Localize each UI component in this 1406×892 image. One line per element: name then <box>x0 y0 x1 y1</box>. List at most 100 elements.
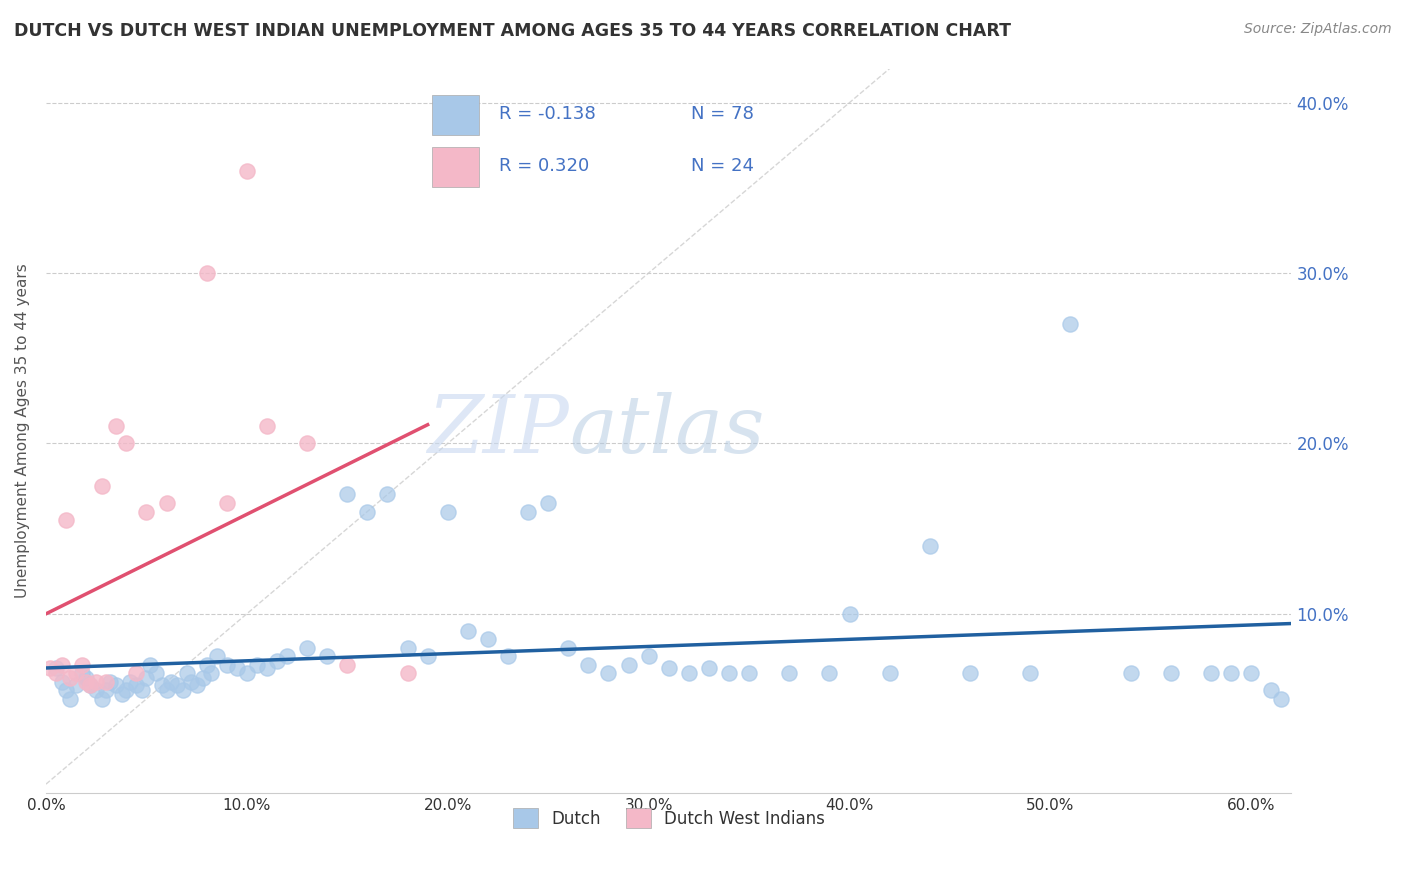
Point <box>1270 692 1292 706</box>
Point <box>105 678 128 692</box>
Point <box>45 661 67 675</box>
Point <box>236 666 259 681</box>
Point <box>738 666 761 681</box>
Point <box>377 487 399 501</box>
Point <box>1220 666 1243 681</box>
Point <box>336 657 359 672</box>
Point <box>697 661 720 675</box>
Text: atlas: atlas <box>569 392 765 469</box>
Point <box>172 683 194 698</box>
Point <box>115 436 138 450</box>
Y-axis label: Unemployment Among Ages 35 to 44 years: Unemployment Among Ages 35 to 44 years <box>15 263 30 598</box>
Point <box>236 163 259 178</box>
Point <box>125 678 148 692</box>
Point <box>55 683 77 698</box>
Point <box>70 666 93 681</box>
Point <box>59 672 82 686</box>
Point <box>457 624 479 638</box>
Point <box>496 649 519 664</box>
Point <box>91 479 114 493</box>
Point <box>918 539 941 553</box>
Point <box>818 666 841 681</box>
Point <box>517 504 540 518</box>
Point <box>59 692 82 706</box>
Point <box>186 678 208 692</box>
Point <box>166 678 188 692</box>
Text: Source: ZipAtlas.com: Source: ZipAtlas.com <box>1244 22 1392 37</box>
Point <box>200 666 222 681</box>
Point <box>191 672 214 686</box>
Point <box>51 674 73 689</box>
Point <box>356 504 378 518</box>
Point <box>396 640 419 655</box>
Point <box>195 266 218 280</box>
Point <box>1160 666 1182 681</box>
Point <box>55 513 77 527</box>
Point <box>336 487 359 501</box>
Point <box>65 666 87 681</box>
Point <box>152 678 174 692</box>
Point <box>79 678 101 692</box>
Point <box>176 666 198 681</box>
Point <box>159 674 181 689</box>
Point <box>215 496 238 510</box>
Legend: Dutch, Dutch West Indians: Dutch, Dutch West Indians <box>506 801 831 835</box>
Point <box>879 666 901 681</box>
Point <box>135 504 157 518</box>
Point <box>75 674 97 689</box>
Point <box>598 666 620 681</box>
Point <box>658 661 681 675</box>
Point <box>1019 666 1042 681</box>
Point <box>256 419 278 434</box>
Point <box>1059 317 1081 331</box>
Point <box>96 674 118 689</box>
Point <box>155 683 177 698</box>
Point <box>1240 666 1263 681</box>
Point <box>316 649 339 664</box>
Point <box>576 657 599 672</box>
Point <box>295 640 318 655</box>
Point <box>246 657 269 672</box>
Point <box>96 683 118 698</box>
Point <box>477 632 499 647</box>
Point <box>959 666 981 681</box>
Point <box>256 661 278 675</box>
Point <box>1119 666 1142 681</box>
Point <box>111 687 134 701</box>
Point <box>180 674 202 689</box>
Point <box>276 649 298 664</box>
Point <box>125 666 148 681</box>
Point <box>637 649 659 664</box>
Point <box>139 657 162 672</box>
Point <box>678 666 700 681</box>
Point <box>557 640 579 655</box>
Point <box>537 496 560 510</box>
Point <box>115 683 138 698</box>
Point <box>266 655 288 669</box>
Text: DUTCH VS DUTCH WEST INDIAN UNEMPLOYMENT AMONG AGES 35 TO 44 YEARS CORRELATION CH: DUTCH VS DUTCH WEST INDIAN UNEMPLOYMENT … <box>14 22 1011 40</box>
Point <box>39 661 62 675</box>
Point <box>205 649 228 664</box>
Point <box>1260 683 1282 698</box>
Point <box>396 666 419 681</box>
Text: ZIP: ZIP <box>427 392 569 469</box>
Point <box>838 607 860 621</box>
Point <box>225 661 247 675</box>
Point <box>617 657 640 672</box>
Point <box>215 657 238 672</box>
Point <box>145 666 167 681</box>
Point <box>436 504 458 518</box>
Point <box>79 678 101 692</box>
Point <box>295 436 318 450</box>
Point <box>70 657 93 672</box>
Point <box>717 666 740 681</box>
Point <box>84 674 107 689</box>
Point <box>75 672 97 686</box>
Point <box>91 692 114 706</box>
Point <box>416 649 439 664</box>
Point <box>105 419 128 434</box>
Point <box>778 666 800 681</box>
Point <box>98 674 121 689</box>
Point <box>45 666 67 681</box>
Point <box>65 678 87 692</box>
